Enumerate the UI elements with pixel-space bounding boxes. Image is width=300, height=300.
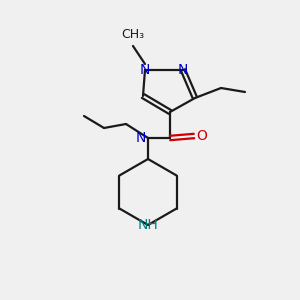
Text: CH₃: CH₃: [122, 28, 145, 41]
Text: N: N: [178, 63, 188, 77]
Text: NH: NH: [138, 218, 158, 232]
Text: N: N: [136, 131, 146, 145]
Text: O: O: [196, 129, 207, 143]
Text: N: N: [140, 63, 150, 77]
